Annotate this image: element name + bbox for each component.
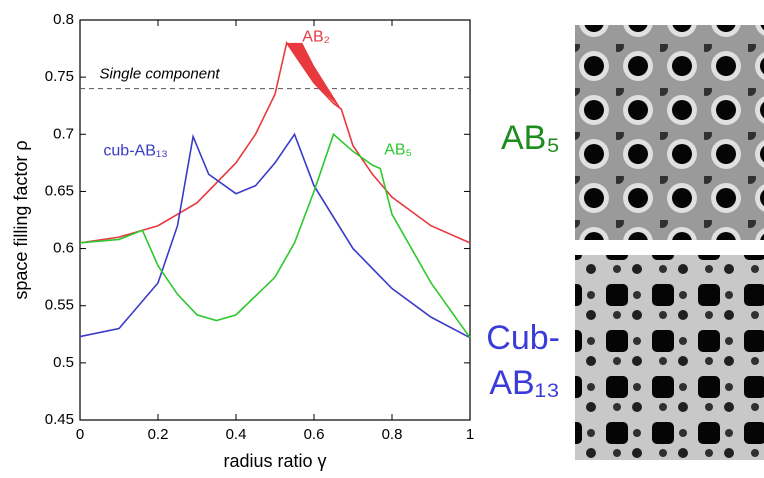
y-tick-label: 0.8: [53, 11, 74, 28]
micrograph: [575, 255, 764, 460]
reference-label: Single component: [100, 66, 221, 83]
y-tick-label: 0.55: [45, 297, 74, 314]
series-label: cub-AB₁₃: [103, 143, 167, 160]
panel-label: Cub-: [486, 319, 560, 357]
micrograph: [575, 25, 764, 240]
x-tick-label: 0: [76, 426, 84, 443]
y-tick-label: 0.65: [45, 182, 74, 199]
figure: radius ratio γ space filling factor ρ 0.…: [0, 0, 764, 473]
y-tick-label: 0.6: [53, 240, 74, 257]
x-axis-label: radius ratio γ: [223, 451, 326, 471]
x-tick-label: 0.4: [226, 426, 247, 443]
series-label: AB₂: [302, 28, 330, 45]
y-tick-label: 0.5: [53, 354, 74, 371]
line: [80, 134, 470, 337]
x-tick-label: 0.8: [382, 426, 403, 443]
series-label: AB₅: [384, 142, 412, 159]
panel-label: AB₁₃: [489, 364, 560, 402]
y-tick-label: 0.75: [45, 68, 74, 85]
y-axis-label: space filling factor ρ: [11, 140, 31, 299]
x-tick-label: 1: [466, 426, 474, 443]
x-tick-label: 0.2: [148, 426, 169, 443]
y-tick-label: 0.7: [53, 125, 74, 142]
line: [80, 134, 470, 337]
y-tick-label: 0.45: [45, 411, 74, 428]
x-tick-label: 0.6: [304, 426, 325, 443]
panel-label: AB₅: [501, 119, 560, 157]
band: [287, 43, 342, 109]
